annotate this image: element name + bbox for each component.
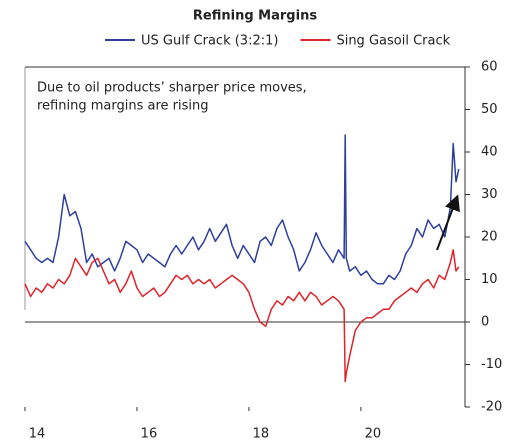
y-tick-label: 20 — [481, 230, 498, 245]
y-tick-label: 60 — [481, 60, 498, 75]
legend-label: US Gulf Crack (3:2:1) — [141, 34, 278, 49]
arrow — [436, 194, 460, 251]
legend-label: Sing Gasoil Crack — [336, 34, 450, 49]
annotation: Due to oil products’ sharper price moves… — [37, 81, 307, 96]
x-tick-label: 20 — [365, 427, 382, 442]
y-tick-label: 50 — [481, 102, 498, 117]
chart-title: Refining Margins — [193, 9, 317, 24]
y-tick-label: -20 — [481, 400, 502, 415]
x-tick-label: 16 — [141, 427, 158, 442]
series-line — [24, 249, 460, 383]
annotation: refining margins are rising — [37, 99, 208, 114]
x-tick-label: 14 — [29, 427, 46, 442]
series-line — [24, 134, 460, 285]
y-tick-label: 10 — [481, 272, 498, 287]
x-tick-label: 18 — [253, 427, 270, 442]
y-tick-label: 40 — [481, 145, 498, 160]
y-tick-label: -10 — [481, 357, 502, 372]
y-tick-label: 0 — [481, 315, 489, 330]
y-tick-label: 30 — [481, 187, 498, 202]
